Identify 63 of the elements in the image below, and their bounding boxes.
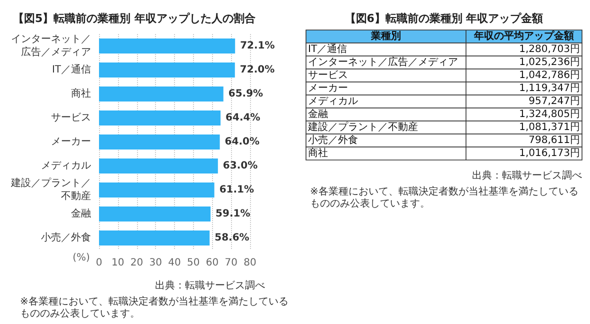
bar <box>99 38 236 54</box>
bar <box>99 110 221 126</box>
y-tick-label: IT／通信 <box>52 64 91 76</box>
y-tick-label: 商社 <box>71 88 91 100</box>
text: 1,042,786円 <box>519 70 580 81</box>
category-label: IT／通信 <box>308 43 348 55</box>
bar <box>99 134 220 150</box>
text: 業種別 <box>370 30 401 42</box>
y-tick-label: 小売／外食 <box>41 232 91 244</box>
category-label: メディカル <box>308 96 358 107</box>
text: 1,324,805円 <box>519 109 580 120</box>
text: 1,081,371円 <box>519 122 580 133</box>
x-tick-label: 0 <box>96 258 102 268</box>
x-tick-label: 60 <box>206 258 219 268</box>
data-label: 63.0% <box>222 160 258 172</box>
text: 957,247円 <box>528 96 580 107</box>
y-tick-label: サービス <box>51 112 91 124</box>
y-tick-label: インターネット／広告／メディア <box>11 34 91 58</box>
x-tick-label: 20 <box>130 258 144 268</box>
data-label: 65.9% <box>228 88 264 100</box>
text: ※各業種において、転職決定者数が当社基準を満たしているもののみ公表しています。 <box>20 296 288 320</box>
data-label: 72.1% <box>240 40 275 52</box>
data-label: 64.4% <box>226 112 260 124</box>
text: 798,611円 <box>528 135 580 146</box>
bar <box>99 62 235 78</box>
chart-title: 【図5】転職前の業種別 年収アップした人の割合 <box>13 12 256 25</box>
text: 【図6】転職前の業種別 年収アップ金額 <box>344 12 544 25</box>
bar <box>99 86 224 102</box>
text: 年収の平均アップ金額 <box>473 30 574 42</box>
category-label: 小売／外食 <box>308 134 358 146</box>
text: 1,119,347円 <box>519 83 580 94</box>
category-label: 建設／プラント／不動産 <box>307 121 418 133</box>
text: 1,025,236円 <box>519 57 580 68</box>
y-tick-label: 金融 <box>71 208 91 220</box>
text: ※各業種において、転職決定者数が当社基準を満たしているもののみ公表しています。 <box>310 186 578 210</box>
text: 1,280,703円 <box>519 44 580 55</box>
source-note: 出典：転職サービス調べ <box>472 170 582 182</box>
y-tick-label: 建設／プラント／不動産 <box>10 177 91 202</box>
category-label: インターネット／広告／メディア <box>308 56 458 68</box>
data-label: 64.0% <box>224 136 260 148</box>
x-tick-label: 40 <box>168 258 181 268</box>
bar <box>99 182 214 198</box>
x-tick-label: 80 <box>244 258 256 268</box>
x-axis-title: (%) <box>72 252 90 264</box>
category-label: 商社 <box>308 147 328 159</box>
bar <box>99 206 211 222</box>
data-label: 59.1% <box>216 208 250 220</box>
x-tick-label: 50 <box>187 258 200 268</box>
source-note: 出典：転職サービス調べ <box>155 280 265 292</box>
category-label: サービス <box>308 70 348 81</box>
bar <box>99 158 218 174</box>
data-label: 61.1% <box>219 184 254 196</box>
y-tick-label: メディカル <box>41 160 91 172</box>
category-label: 金融 <box>308 108 328 120</box>
bar <box>99 230 210 246</box>
x-tick-label: 30 <box>149 258 162 268</box>
data-label: 72.0% <box>240 64 275 76</box>
category-label: メーカー <box>308 83 348 94</box>
y-tick-label: メーカー <box>51 136 91 148</box>
data-label: 58.6% <box>214 232 250 244</box>
x-tick-label: 10 <box>112 258 124 268</box>
text: 1,016,173円 <box>519 148 580 159</box>
x-tick-label: 70 <box>224 258 238 268</box>
